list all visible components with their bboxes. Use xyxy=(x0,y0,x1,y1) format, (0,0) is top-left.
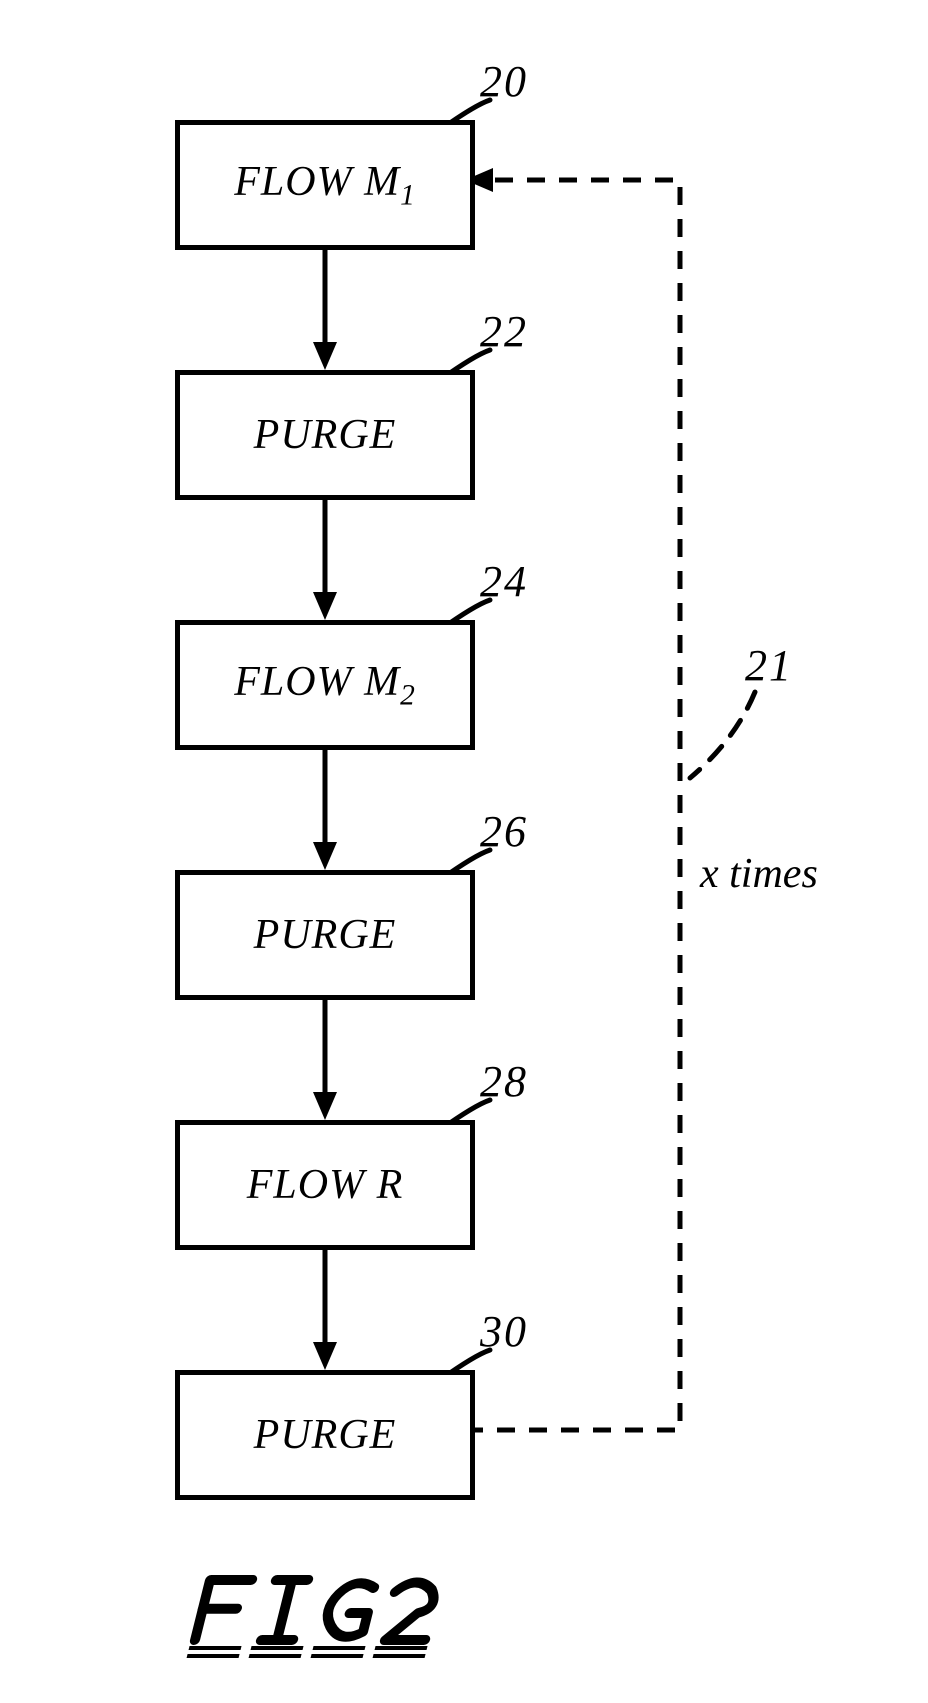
flow-box-label: PURGE xyxy=(254,911,397,959)
flow-box-label: FLOW M1 xyxy=(234,158,416,212)
flow-box-label: PURGE xyxy=(254,1411,397,1459)
flow-box-b26: PURGE xyxy=(175,870,475,1000)
loop-label: x times xyxy=(700,850,818,898)
ref-num-20: 20 xyxy=(480,56,528,107)
flow-box-b28: FLOW R xyxy=(175,1120,475,1250)
flow-box-b20: FLOW M1 xyxy=(175,120,475,250)
ref-num-22: 22 xyxy=(480,306,528,357)
flow-box-label: FLOW M2 xyxy=(234,658,416,712)
figure-label xyxy=(187,1580,443,1656)
ref-num-28: 28 xyxy=(480,1056,528,1107)
flow-box-b30: PURGE xyxy=(175,1370,475,1500)
flow-box-b22: PURGE xyxy=(175,370,475,500)
ref-num-26: 26 xyxy=(480,806,528,857)
flow-box-label: PURGE xyxy=(254,411,397,459)
ref-num-30: 30 xyxy=(480,1306,528,1357)
diagram-canvas: FLOW M1 PURGE FLOW M2 PURGE FLOW R PURGE 20 22 2… xyxy=(0,0,928,1703)
ref-num-24: 24 xyxy=(480,556,528,607)
flow-box-label: FLOW R xyxy=(247,1161,404,1209)
ref-num-21: 21 xyxy=(745,640,793,691)
flow-box-b24: FLOW M2 xyxy=(175,620,475,750)
